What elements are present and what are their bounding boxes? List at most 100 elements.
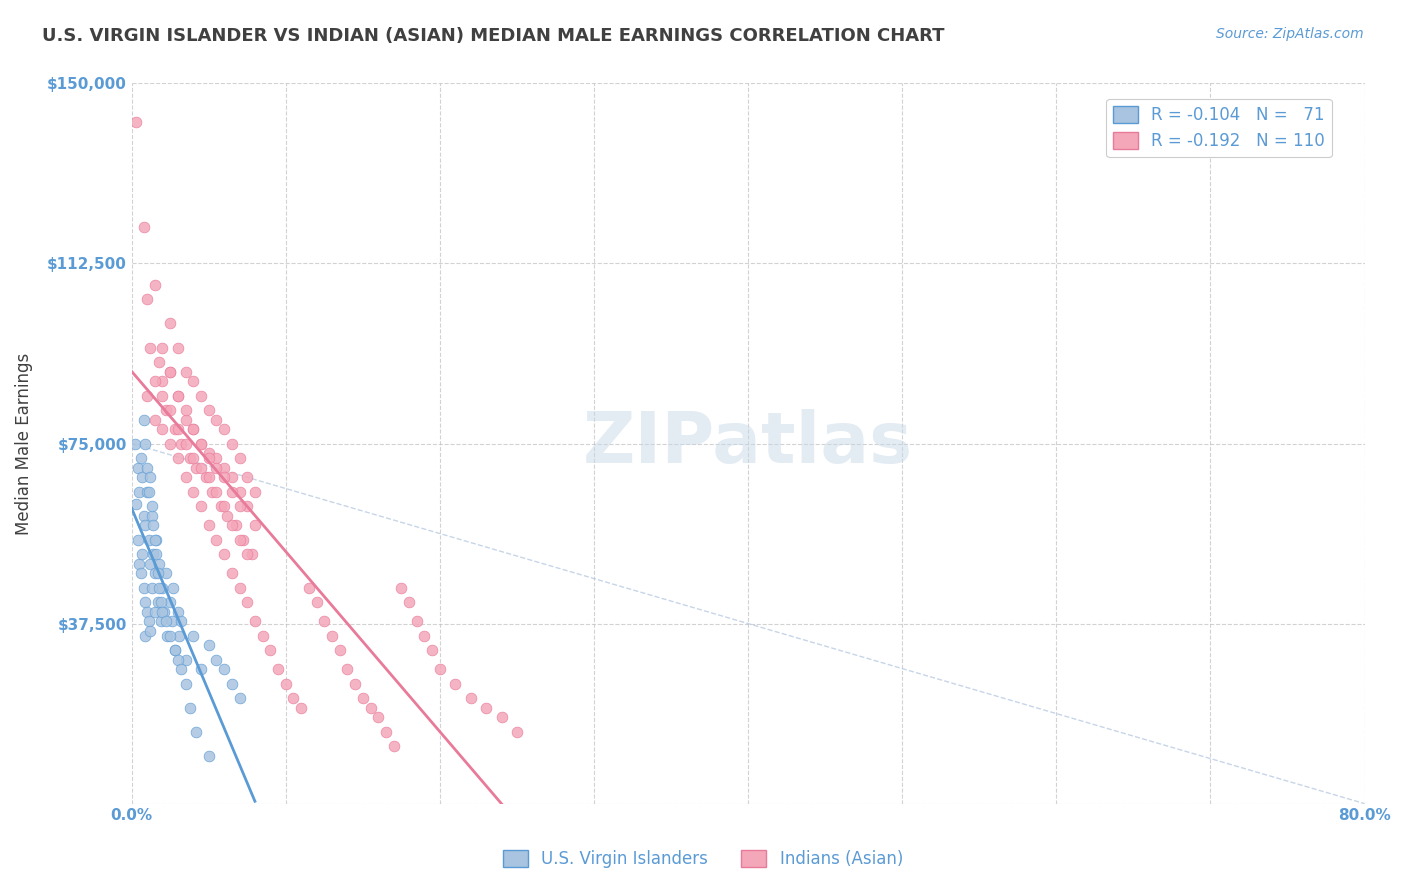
Point (152, 605, 174, 619)
Point (228, 499, 250, 513)
Point (143, 566, 166, 581)
Point (205, 652, 228, 666)
Point (129, 566, 152, 581)
Point (167, 341, 190, 355)
Point (162, 581, 184, 595)
Point (236, 547, 259, 561)
Point (225, 518, 247, 533)
Point (197, 470, 219, 484)
Point (236, 499, 259, 513)
Point (170, 662, 193, 676)
Point (174, 412, 197, 426)
Point (221, 676, 243, 690)
Point (143, 278, 166, 293)
Point (389, 581, 412, 595)
Point (460, 691, 482, 706)
Point (181, 450, 204, 465)
Point (132, 412, 155, 426)
Point (132, 581, 155, 595)
Point (190, 388, 212, 402)
Point (163, 643, 186, 657)
Point (205, 460, 228, 475)
Point (160, 614, 183, 628)
Point (475, 700, 498, 714)
Point (190, 662, 212, 676)
Point (197, 748, 219, 763)
Point (429, 662, 451, 676)
Point (209, 499, 232, 513)
Point (174, 436, 197, 450)
Point (197, 403, 219, 417)
Point (212, 422, 235, 436)
Point (146, 566, 169, 581)
Point (405, 614, 427, 628)
Point (240, 547, 263, 561)
Point (290, 700, 312, 714)
Point (181, 422, 204, 436)
Point (136, 388, 159, 402)
Point (134, 629, 156, 643)
Point (152, 374, 174, 388)
Point (243, 518, 266, 533)
Point (420, 643, 443, 657)
Point (174, 676, 197, 690)
Point (132, 220, 155, 235)
Point (149, 595, 172, 609)
Point (156, 629, 179, 643)
Point (127, 533, 149, 547)
Point (201, 484, 224, 499)
Point (159, 629, 181, 643)
Text: ZIPatlas: ZIPatlas (583, 409, 912, 478)
Point (145, 547, 167, 561)
Text: U.S. VIRGIN ISLANDER VS INDIAN (ASIAN) MEDIAN MALE EARNINGS CORRELATION CHART: U.S. VIRGIN ISLANDER VS INDIAN (ASIAN) M… (42, 27, 945, 45)
Point (360, 700, 382, 714)
Point (352, 691, 374, 706)
Point (205, 450, 228, 465)
Point (298, 581, 321, 595)
Point (136, 293, 159, 307)
Point (148, 557, 170, 571)
Point (212, 662, 235, 676)
Point (374, 724, 396, 739)
Point (236, 470, 259, 484)
Point (259, 643, 281, 657)
Point (221, 470, 243, 484)
Point (155, 614, 177, 628)
Point (163, 422, 186, 436)
Point (142, 518, 165, 533)
Point (212, 460, 235, 475)
Point (139, 557, 162, 571)
Point (305, 595, 328, 609)
Point (186, 724, 208, 739)
Point (329, 643, 352, 657)
Point (152, 388, 174, 402)
Point (125, 115, 148, 129)
Point (167, 422, 190, 436)
Point (382, 739, 405, 753)
Point (236, 595, 259, 609)
Point (190, 460, 212, 475)
Point (181, 422, 204, 436)
Point (159, 595, 181, 609)
Point (186, 460, 208, 475)
Point (344, 676, 367, 690)
Point (221, 566, 243, 581)
Text: Source: ZipAtlas.com: Source: ZipAtlas.com (1216, 27, 1364, 41)
Point (181, 374, 204, 388)
Point (217, 508, 239, 523)
Point (267, 662, 290, 676)
Point (159, 364, 181, 378)
Point (141, 499, 163, 513)
Point (398, 595, 420, 609)
Point (152, 422, 174, 436)
Point (181, 629, 204, 643)
Point (228, 533, 250, 547)
Point (167, 652, 190, 666)
Point (131, 547, 153, 561)
Point (174, 470, 197, 484)
Point (444, 676, 467, 690)
Legend: U.S. Virgin Islanders, Indians (Asian): U.S. Virgin Islanders, Indians (Asian) (496, 843, 910, 875)
Point (152, 341, 174, 355)
Point (159, 403, 181, 417)
Point (159, 436, 181, 450)
